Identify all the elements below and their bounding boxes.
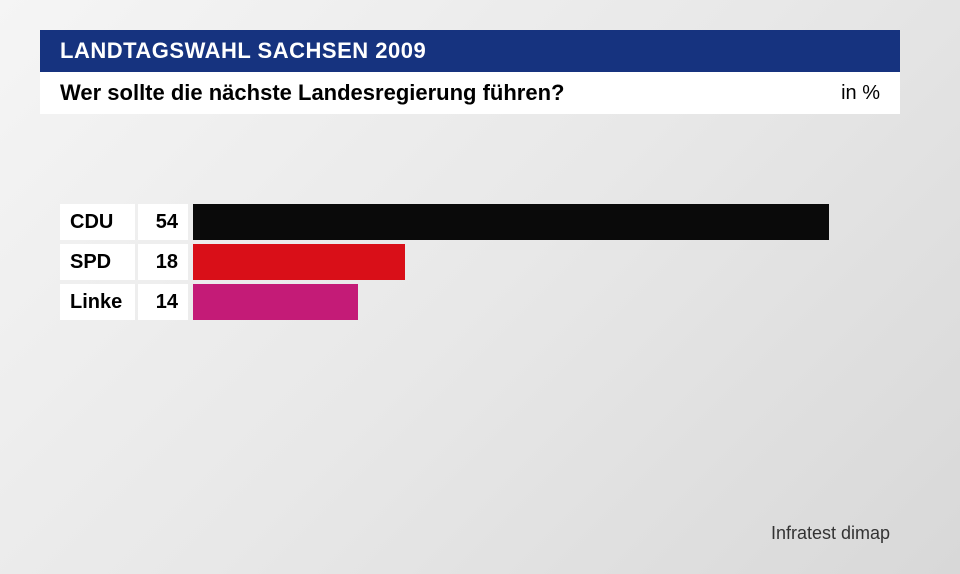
subtitle-row: Wer sollte die nächste Landesregierung f… <box>40 72 900 114</box>
header-banner: LANDTAGSWAHL SACHSEN 2009 <box>40 30 900 72</box>
bar-row: Linke14 <box>60 284 900 320</box>
bar-label: CDU <box>60 204 135 240</box>
bar <box>193 204 829 240</box>
bar <box>193 244 405 280</box>
unit-label: in % <box>841 82 880 105</box>
bar-chart: CDU54SPD18Linke14 <box>40 204 900 320</box>
bar <box>193 284 358 320</box>
bar-value: 54 <box>138 204 188 240</box>
source-label: Infratest dimap <box>771 523 890 544</box>
source-text: Infratest dimap <box>771 523 890 543</box>
bar-container <box>193 284 900 320</box>
subtitle-text: Wer sollte die nächste Landesregierung f… <box>60 80 564 106</box>
banner-title: LANDTAGSWAHL SACHSEN 2009 <box>60 38 426 63</box>
bar-row: SPD18 <box>60 244 900 280</box>
bar-label: Linke <box>60 284 135 320</box>
bar-label: SPD <box>60 244 135 280</box>
bar-value: 14 <box>138 284 188 320</box>
bar-value: 18 <box>138 244 188 280</box>
bar-container <box>193 204 900 240</box>
bar-container <box>193 244 900 280</box>
bar-row: CDU54 <box>60 204 900 240</box>
